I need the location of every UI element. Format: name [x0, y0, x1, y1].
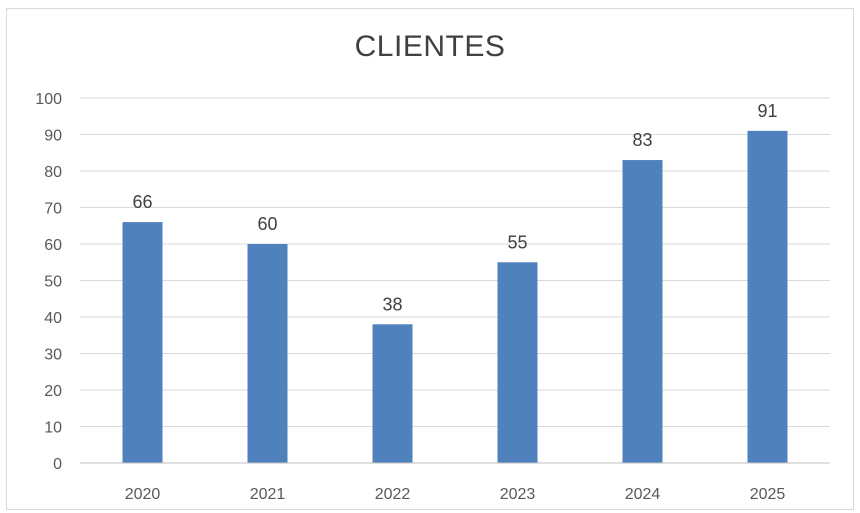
- gridlines: [80, 97, 830, 427]
- data-label: 55: [507, 232, 527, 252]
- data-label: 83: [632, 130, 652, 150]
- x-tick-label: 2021: [250, 486, 286, 503]
- x-tick-label: 2022: [375, 486, 411, 503]
- chart-title: CLIENTES: [354, 30, 506, 63]
- y-axis-ticks: 0 10 20 30 40 50 60 70 80 90 100: [35, 91, 62, 473]
- bar: [622, 160, 663, 464]
- bar: [247, 244, 288, 463]
- x-tick-label: 2023: [500, 486, 536, 503]
- y-tick-label: 80: [44, 164, 62, 181]
- y-tick-label: 0: [53, 456, 62, 473]
- x-tick-label: 2020: [125, 486, 161, 503]
- y-tick-label: 60: [44, 237, 62, 254]
- x-tick-label: 2024: [625, 486, 661, 503]
- x-tick-label: 2025: [750, 486, 786, 503]
- y-tick-label: 20: [44, 383, 62, 400]
- x-axis-ticks: 2020 2021 2022 2023 2024 2025: [125, 486, 786, 503]
- bar: [497, 262, 538, 463]
- y-tick-label: 10: [44, 420, 62, 437]
- data-label: 91: [757, 101, 777, 121]
- bars: [122, 130, 788, 464]
- data-label: 66: [132, 192, 152, 212]
- y-tick-label: 30: [44, 347, 62, 364]
- y-tick-label: 40: [44, 310, 62, 327]
- bar: [747, 130, 788, 463]
- bar: [122, 222, 163, 463]
- y-tick-label: 50: [44, 274, 62, 291]
- bar: [372, 324, 413, 463]
- data-label: 60: [257, 214, 277, 234]
- y-tick-label: 100: [35, 91, 62, 108]
- y-tick-label: 90: [44, 128, 62, 145]
- data-labels: 66 60 38 55 83 91: [132, 101, 777, 314]
- data-label: 38: [382, 294, 402, 314]
- y-tick-label: 70: [44, 201, 62, 218]
